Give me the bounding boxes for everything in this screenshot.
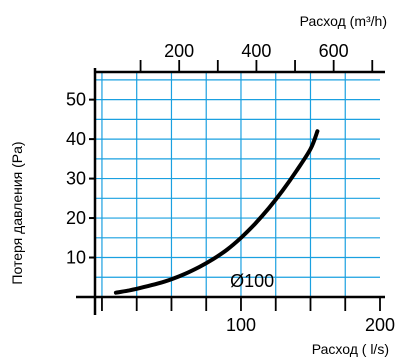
top-axis-title: Расход (m³/h) (300, 13, 387, 29)
y-tick-label: 40 (66, 129, 86, 149)
x-tick-label: 200 (365, 315, 395, 335)
series-layer (113, 129, 320, 295)
axes (76, 60, 385, 315)
y-tick-label: 30 (66, 169, 86, 189)
top-tick-label: 600 (319, 41, 349, 61)
y-axis-title: Потеря давления (Pa) (9, 141, 25, 284)
tick-labels: 10 20 30 40 50 100 200 200 400 600 (66, 41, 395, 335)
y-tick-label: 50 (66, 90, 86, 110)
x-tick-label: 100 (226, 315, 256, 335)
bottom-axis-title: Расход ( l/s) (312, 341, 389, 357)
y-tick-label: 20 (66, 208, 86, 228)
top-tick-label: 400 (241, 41, 271, 61)
series-line-d100 (113, 129, 320, 295)
top-tick-label: 200 (164, 41, 194, 61)
y-tick-label: 10 (66, 248, 86, 268)
grid (95, 72, 380, 297)
diameter-annotation: Ø100 (230, 271, 274, 291)
